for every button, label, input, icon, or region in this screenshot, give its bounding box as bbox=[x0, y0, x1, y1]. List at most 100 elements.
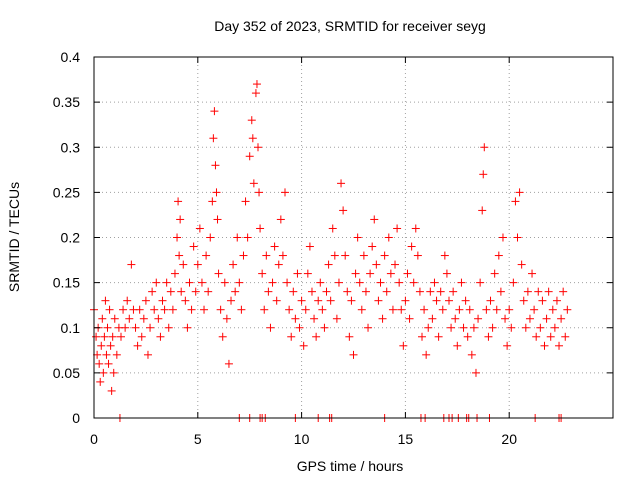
data-point bbox=[251, 89, 260, 98]
data-point bbox=[202, 251, 211, 260]
data-point bbox=[179, 260, 188, 269]
data-point bbox=[100, 332, 109, 341]
data-point bbox=[310, 314, 319, 323]
data-point bbox=[513, 233, 522, 242]
data-point bbox=[436, 287, 445, 296]
data-point bbox=[463, 332, 472, 341]
data-point bbox=[227, 296, 236, 305]
data-point bbox=[517, 260, 526, 269]
data-point bbox=[299, 341, 308, 350]
data-point bbox=[229, 260, 238, 269]
data-point bbox=[459, 323, 468, 332]
data-point bbox=[268, 278, 277, 287]
grid bbox=[94, 57, 613, 418]
data-point bbox=[422, 350, 431, 359]
data-point bbox=[162, 278, 171, 287]
data-point bbox=[444, 296, 453, 305]
data-point bbox=[498, 233, 507, 242]
data-point bbox=[330, 251, 339, 260]
data-point bbox=[432, 296, 441, 305]
data-point bbox=[262, 251, 271, 260]
data-point bbox=[455, 305, 464, 314]
data-point bbox=[231, 287, 240, 296]
data-point bbox=[280, 188, 289, 197]
data-point bbox=[488, 323, 497, 332]
data-point bbox=[359, 251, 368, 260]
data-point bbox=[424, 323, 433, 332]
data-point bbox=[141, 296, 150, 305]
data-point bbox=[557, 314, 566, 323]
data-point bbox=[332, 314, 341, 323]
data-point bbox=[482, 305, 491, 314]
x-axis-label: GPS time / hours bbox=[297, 458, 404, 474]
data-point bbox=[534, 287, 543, 296]
data-point bbox=[264, 287, 273, 296]
data-point bbox=[465, 305, 474, 314]
data-point bbox=[474, 314, 483, 323]
x-tick-label: 15 bbox=[398, 431, 414, 447]
data-point bbox=[378, 314, 387, 323]
data-point bbox=[538, 296, 547, 305]
data-point bbox=[181, 296, 190, 305]
data-point bbox=[479, 170, 488, 179]
data-point bbox=[434, 332, 443, 341]
data-point bbox=[185, 278, 194, 287]
data-point bbox=[451, 314, 460, 323]
y-tick-label: 0.05 bbox=[53, 365, 80, 381]
data-point bbox=[440, 251, 449, 260]
data-points bbox=[90, 80, 572, 422]
data-point bbox=[103, 323, 112, 332]
y-tick-label: 0.35 bbox=[53, 94, 80, 110]
y-tick-label: 0.1 bbox=[61, 320, 81, 336]
data-point bbox=[255, 188, 264, 197]
data-point bbox=[197, 278, 206, 287]
data-point bbox=[343, 287, 352, 296]
data-point bbox=[109, 368, 118, 377]
data-point bbox=[349, 350, 358, 359]
data-point bbox=[164, 323, 173, 332]
data-point bbox=[370, 215, 379, 224]
data-point bbox=[183, 323, 192, 332]
data-point bbox=[305, 242, 314, 251]
data-point bbox=[99, 368, 108, 377]
data-point bbox=[224, 359, 233, 368]
data-point bbox=[426, 287, 435, 296]
data-point bbox=[131, 323, 140, 332]
data-point bbox=[127, 260, 136, 269]
data-point bbox=[291, 314, 300, 323]
data-point bbox=[237, 305, 246, 314]
data-point bbox=[357, 305, 366, 314]
data-point bbox=[507, 323, 516, 332]
data-point bbox=[101, 296, 110, 305]
data-point bbox=[320, 323, 329, 332]
data-point bbox=[285, 305, 294, 314]
data-point bbox=[501, 314, 510, 323]
data-point bbox=[372, 260, 381, 269]
data-point bbox=[368, 242, 377, 251]
data-point bbox=[418, 332, 427, 341]
data-point bbox=[187, 305, 196, 314]
y-tick-label: 0 bbox=[72, 410, 80, 426]
data-point bbox=[511, 197, 520, 206]
data-point bbox=[150, 305, 159, 314]
data-point bbox=[503, 341, 512, 350]
data-point bbox=[116, 332, 125, 341]
data-point bbox=[546, 332, 555, 341]
data-point bbox=[252, 80, 261, 89]
data-point bbox=[209, 134, 218, 143]
data-point bbox=[447, 323, 456, 332]
data-point bbox=[405, 314, 414, 323]
data-point bbox=[121, 323, 130, 332]
data-point bbox=[341, 251, 350, 260]
data-point bbox=[318, 305, 327, 314]
data-point bbox=[484, 332, 493, 341]
data-point bbox=[168, 305, 177, 314]
data-point bbox=[96, 377, 105, 386]
data-point bbox=[274, 260, 283, 269]
data-point bbox=[97, 341, 106, 350]
data-point bbox=[449, 287, 458, 296]
data-point bbox=[542, 314, 551, 323]
data-point bbox=[382, 287, 391, 296]
data-point bbox=[119, 305, 128, 314]
data-point bbox=[355, 278, 364, 287]
